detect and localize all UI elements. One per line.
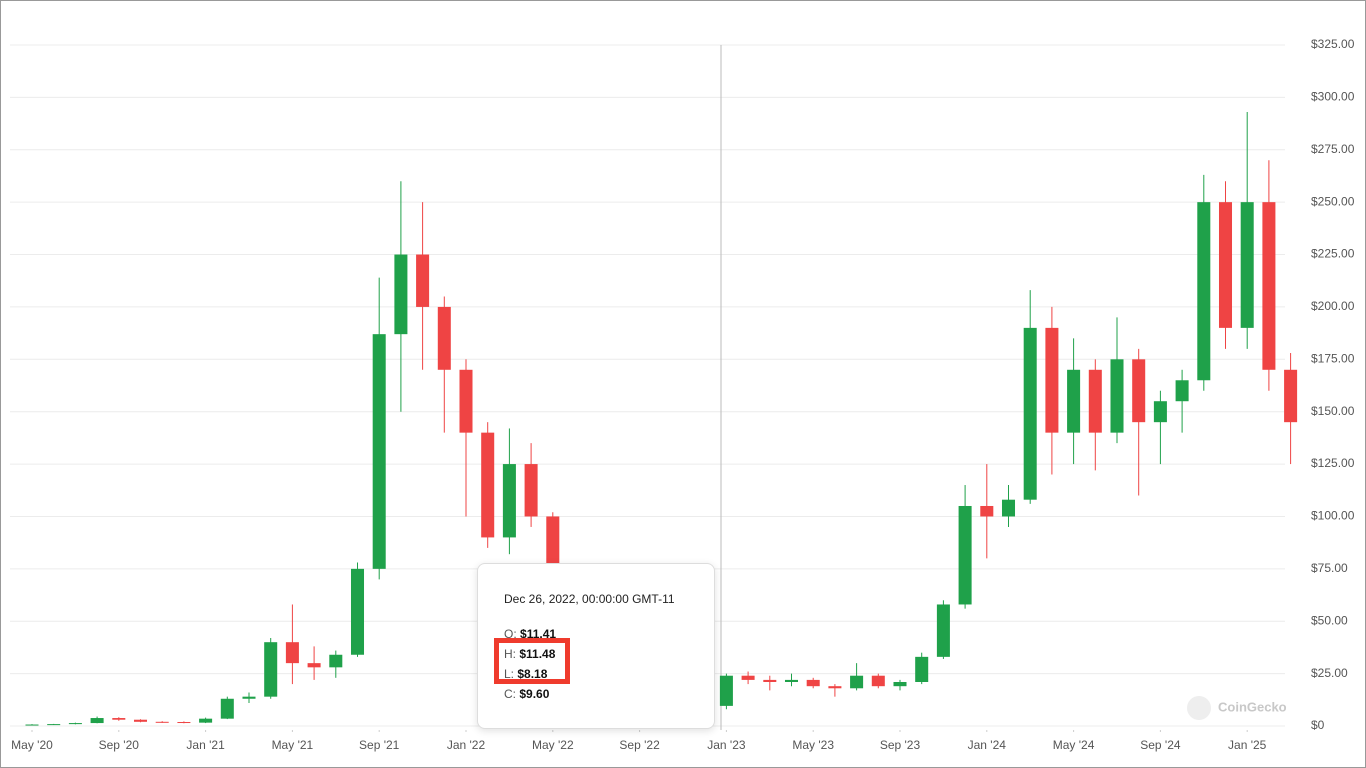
candle-body — [806, 679, 820, 687]
candle-body — [915, 656, 929, 682]
watermark: CoinGecko — [1218, 699, 1287, 714]
candle-body — [177, 722, 191, 724]
candle-body — [220, 698, 234, 719]
candle-body — [285, 642, 299, 664]
candle-body — [90, 718, 104, 724]
candle-body — [1067, 369, 1081, 433]
y-tick-label: $200.00 — [1311, 299, 1355, 313]
candle-body — [893, 681, 907, 687]
y-tick-label: $150.00 — [1311, 404, 1355, 418]
x-tick-label: May '22 — [532, 738, 574, 752]
candle-body — [1262, 202, 1276, 370]
tooltip-value: $8.18 — [517, 667, 548, 681]
x-tick-label: Sep '24 — [1140, 738, 1181, 752]
candle-body — [763, 679, 777, 682]
candle-body — [936, 604, 950, 657]
candle-body — [741, 675, 755, 680]
watermark-logo — [1187, 696, 1211, 720]
y-tick-label: $75.00 — [1311, 561, 1348, 575]
candle-body — [980, 505, 994, 517]
candle-body — [199, 718, 213, 723]
x-tick-label: Sep '22 — [619, 738, 660, 752]
x-tick-label: Jan '21 — [186, 738, 225, 752]
candle-body — [264, 642, 278, 697]
watermark-group: CoinGecko — [1187, 696, 1287, 720]
candle-body — [502, 464, 516, 538]
y-tick-label: $100.00 — [1311, 509, 1355, 523]
x-tick-label: May '24 — [1053, 738, 1095, 752]
y-tick-label: $250.00 — [1311, 194, 1355, 208]
tooltip-value: $11.41 — [520, 627, 557, 641]
y-tick-label: $175.00 — [1311, 351, 1355, 365]
candle-body — [307, 663, 321, 668]
x-tick-label: May '20 — [11, 738, 53, 752]
candle-body — [25, 724, 39, 726]
candle-body — [481, 432, 495, 538]
candle-body — [133, 719, 148, 722]
candle-body — [394, 254, 408, 335]
candle-body — [329, 654, 343, 668]
tooltip-label: O: — [504, 627, 517, 641]
candle-body — [416, 254, 430, 307]
candle-body — [1088, 369, 1102, 433]
candle-body — [155, 721, 169, 723]
candle-body — [1001, 499, 1016, 517]
candle-body — [1218, 202, 1233, 328]
y-tick-label: $225.00 — [1311, 247, 1355, 261]
candle-body — [47, 724, 61, 726]
y-tick-label: $300.00 — [1311, 90, 1355, 104]
candle-body — [242, 696, 256, 699]
tooltip-row: H: $11.48 — [504, 647, 555, 661]
tooltip-label: C: — [504, 687, 516, 701]
candle-body — [784, 679, 799, 682]
candle-body — [1175, 380, 1189, 402]
x-tick-label: Jan '22 — [447, 738, 486, 752]
tooltip-row: L: $8.18 — [504, 667, 547, 681]
x-tick-label: Jan '24 — [968, 738, 1007, 752]
candle-body — [1284, 369, 1298, 423]
y-tick-label: $25.00 — [1311, 666, 1348, 680]
tooltip-label: H: — [504, 647, 516, 661]
candle-body — [719, 675, 733, 706]
x-tick-label: May '23 — [792, 738, 834, 752]
tooltip-value: $11.48 — [519, 647, 556, 661]
candle-body — [1132, 359, 1146, 423]
tooltip-date: Dec 26, 2022, 00:00:00 GMT-11 — [504, 592, 675, 606]
x-tick-label: Sep '23 — [880, 738, 921, 752]
candle-body — [958, 505, 972, 605]
candle-body — [850, 675, 864, 689]
candle-body — [350, 568, 365, 655]
candle-body — [1153, 401, 1167, 423]
candle-body — [437, 306, 451, 370]
candle-body — [871, 675, 885, 687]
tooltip-row: O: $11.41 — [504, 627, 556, 641]
x-tick-label: May '21 — [272, 738, 314, 752]
y-tick-label: $125.00 — [1311, 456, 1355, 470]
highlight-box — [494, 638, 570, 684]
candle-body — [112, 718, 126, 720]
candle-body — [524, 464, 538, 517]
y-tick-label: $275.00 — [1311, 142, 1355, 156]
candle-body — [1023, 327, 1037, 500]
tooltip-row: C: $9.60 — [504, 687, 549, 701]
candle-body — [1197, 202, 1211, 381]
candle-body — [1045, 327, 1059, 433]
tooltip-label: L: — [504, 667, 515, 681]
candle-body — [459, 369, 473, 433]
tooltip: Dec 26, 2022, 00:00:00 GMT-11 O: $11.41 … — [477, 563, 715, 729]
candle-body — [372, 334, 386, 569]
candle-body — [828, 686, 842, 689]
candle-body — [1110, 359, 1124, 433]
y-tick-label: $50.00 — [1311, 613, 1348, 627]
x-tick-label: Sep '21 — [359, 738, 400, 752]
tooltip-value: $9.60 — [519, 687, 550, 701]
x-tick-label: Jan '23 — [707, 738, 746, 752]
candle-body — [1240, 202, 1254, 328]
x-tick-label: Jan '25 — [1228, 738, 1267, 752]
candle-body — [68, 723, 82, 725]
x-tick-label: Sep '20 — [99, 738, 140, 752]
y-tick-label: $0 — [1311, 718, 1325, 732]
y-tick-label: $325.00 — [1311, 37, 1355, 51]
